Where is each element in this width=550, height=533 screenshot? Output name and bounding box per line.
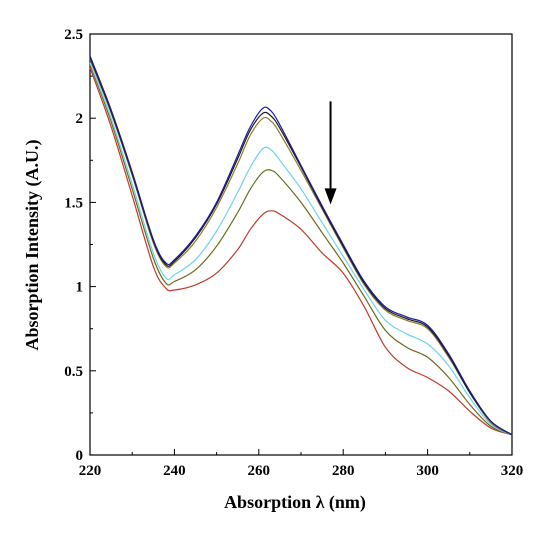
series-line-1: [89, 55, 513, 436]
y-tick-label: 2: [76, 111, 84, 127]
y-tick-label: 1.5: [64, 195, 83, 211]
series-line-5: [89, 64, 513, 436]
series-line-3: [89, 59, 513, 436]
y-tick-label: 0.5: [64, 364, 83, 380]
y-tick-label: 2.5: [64, 27, 83, 43]
x-axis-title: Absorption λ (nm): [224, 492, 366, 513]
y-tick-label: 1: [76, 280, 84, 296]
trend-arrow-head: [324, 188, 337, 205]
series-line-6: [89, 67, 513, 436]
x-tick-label: 280: [332, 463, 355, 479]
x-tick-label: 220: [79, 463, 102, 479]
plot-area: 220 240 260 280 300 320 0 0.5 1 1.5 2 2.5: [64, 27, 523, 479]
y-tick-label: 0: [76, 448, 84, 464]
x-tick-label: 240: [163, 463, 186, 479]
x-tick-label: 320: [501, 463, 524, 479]
series-line-4: [89, 62, 513, 436]
series-line-2: [89, 57, 513, 436]
x-tick-label: 260: [248, 463, 271, 479]
x-tick-label: 300: [416, 463, 439, 479]
y-axis-title: Absorption Intensity (A.U.): [22, 139, 43, 350]
